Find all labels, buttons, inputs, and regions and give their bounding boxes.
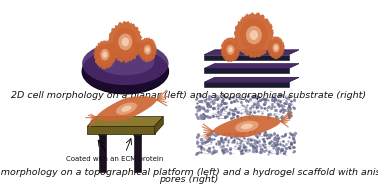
Ellipse shape xyxy=(96,48,155,75)
Polygon shape xyxy=(87,117,163,126)
Polygon shape xyxy=(234,12,274,58)
Polygon shape xyxy=(204,82,289,87)
Polygon shape xyxy=(220,37,240,62)
Ellipse shape xyxy=(116,102,137,115)
Polygon shape xyxy=(96,96,156,121)
Ellipse shape xyxy=(97,44,113,65)
Ellipse shape xyxy=(101,49,109,61)
Polygon shape xyxy=(204,64,299,68)
Ellipse shape xyxy=(223,41,237,59)
Polygon shape xyxy=(87,126,155,134)
Ellipse shape xyxy=(241,123,253,129)
Polygon shape xyxy=(138,37,157,62)
Polygon shape xyxy=(108,21,143,63)
Ellipse shape xyxy=(246,26,262,44)
Ellipse shape xyxy=(226,45,234,55)
Ellipse shape xyxy=(235,121,259,132)
Text: 2D cell morphology on a planar (left) and a topographical substrate (right): 2D cell morphology on a planar (left) an… xyxy=(11,91,367,100)
Ellipse shape xyxy=(141,41,154,59)
Ellipse shape xyxy=(273,43,279,52)
Polygon shape xyxy=(204,77,299,82)
Ellipse shape xyxy=(82,42,169,85)
Ellipse shape xyxy=(102,52,107,58)
Polygon shape xyxy=(98,132,107,136)
Ellipse shape xyxy=(270,40,282,56)
Ellipse shape xyxy=(274,45,278,50)
Ellipse shape xyxy=(121,106,132,112)
Polygon shape xyxy=(213,115,280,137)
Ellipse shape xyxy=(82,49,169,94)
Polygon shape xyxy=(99,134,106,172)
Ellipse shape xyxy=(113,27,138,57)
Polygon shape xyxy=(204,68,289,73)
Text: Coated with an ECM protein: Coated with an ECM protein xyxy=(66,156,164,162)
Polygon shape xyxy=(204,55,289,60)
Ellipse shape xyxy=(228,47,232,52)
Polygon shape xyxy=(94,40,116,69)
Ellipse shape xyxy=(118,34,132,50)
Polygon shape xyxy=(204,50,299,55)
Ellipse shape xyxy=(146,47,149,52)
Ellipse shape xyxy=(240,19,268,51)
Polygon shape xyxy=(133,132,142,136)
Polygon shape xyxy=(267,36,285,59)
Text: pores (right): pores (right) xyxy=(159,175,219,184)
Text: 3D cell morphology on a topographical platform (left) and a hydrogel scaffold wi: 3D cell morphology on a topographical pl… xyxy=(0,168,378,177)
Ellipse shape xyxy=(144,45,151,55)
Ellipse shape xyxy=(122,38,129,46)
Ellipse shape xyxy=(249,30,258,40)
Polygon shape xyxy=(134,134,141,172)
Polygon shape xyxy=(155,117,163,134)
